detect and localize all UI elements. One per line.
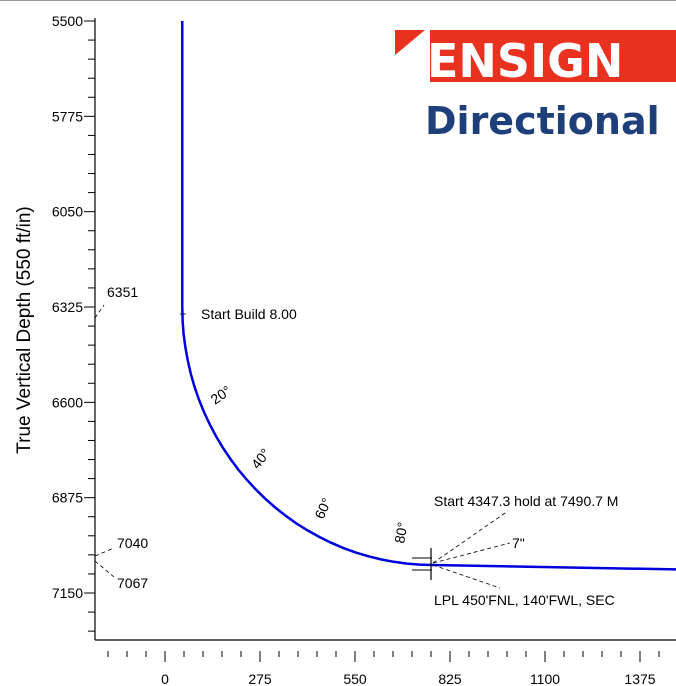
- inclination-label-20: 20°: [208, 382, 235, 407]
- y-minor-ticks: [88, 39, 95, 632]
- lpl-leader: [432, 564, 501, 589]
- x-tick-label: 1100: [530, 671, 560, 686]
- y-major-ticks: 5500 5775 6050 6325 6600 6875 7150: [52, 13, 95, 601]
- left-leader-7067: [94, 560, 115, 578]
- y-tick-label: 6600: [52, 394, 83, 410]
- start-build-label: Start Build 8.00: [201, 306, 297, 322]
- inclination-label-40: 40°: [248, 445, 274, 472]
- y-tick-label: 6875: [52, 490, 83, 506]
- x-ticks: 0 275 550 825 1100 1375: [107, 651, 660, 686]
- x-tick-label: 275: [248, 671, 272, 686]
- ensign-logo: ENSIGN Directional: [395, 30, 676, 143]
- left-label-7040: 7040: [117, 535, 148, 551]
- left-leader-7040: [94, 547, 115, 557]
- y-tick-label: 5775: [52, 108, 83, 124]
- left-label-6351: 6351: [107, 284, 138, 300]
- left-label-7067: 7067: [117, 575, 148, 591]
- x-tick-label: 825: [438, 671, 462, 686]
- start-hold-leader: [432, 510, 509, 564]
- annotations: Start Build 8.00 Start 4347.3 hold at 74…: [94, 284, 618, 608]
- logo-name: ENSIGN: [427, 34, 623, 88]
- y-tick-label: 7150: [52, 585, 83, 601]
- left-leader-6351: [94, 304, 105, 319]
- y-axis-title: True Vertical Depth (550 ft/in): [14, 206, 35, 453]
- inclination-label-60: 60°: [311, 495, 334, 521]
- casing-marker: [412, 548, 432, 580]
- y-tick-label: 6050: [52, 204, 83, 220]
- y-tick-label: 6325: [52, 299, 83, 315]
- y-tick-label: 5500: [52, 13, 83, 29]
- start-hold-label: Start 4347.3 hold at 7490.7 M: [434, 493, 618, 509]
- logo-red-banner: [395, 30, 676, 82]
- x-tick-label: 0: [161, 671, 169, 686]
- casing-leader: [432, 542, 511, 564]
- x-tick-label: 1375: [624, 671, 655, 686]
- well-path-series: [181, 21, 676, 571]
- logo-subtitle: Directional: [425, 99, 660, 143]
- x-tick-label: 550: [343, 671, 367, 686]
- casing-label: 7": [512, 535, 525, 551]
- inclination-label-80: 80°: [391, 521, 410, 545]
- lpl-label: LPL 450'FNL, 140'FWL, SEC: [434, 592, 615, 608]
- logo-white-swoosh: [395, 30, 430, 82]
